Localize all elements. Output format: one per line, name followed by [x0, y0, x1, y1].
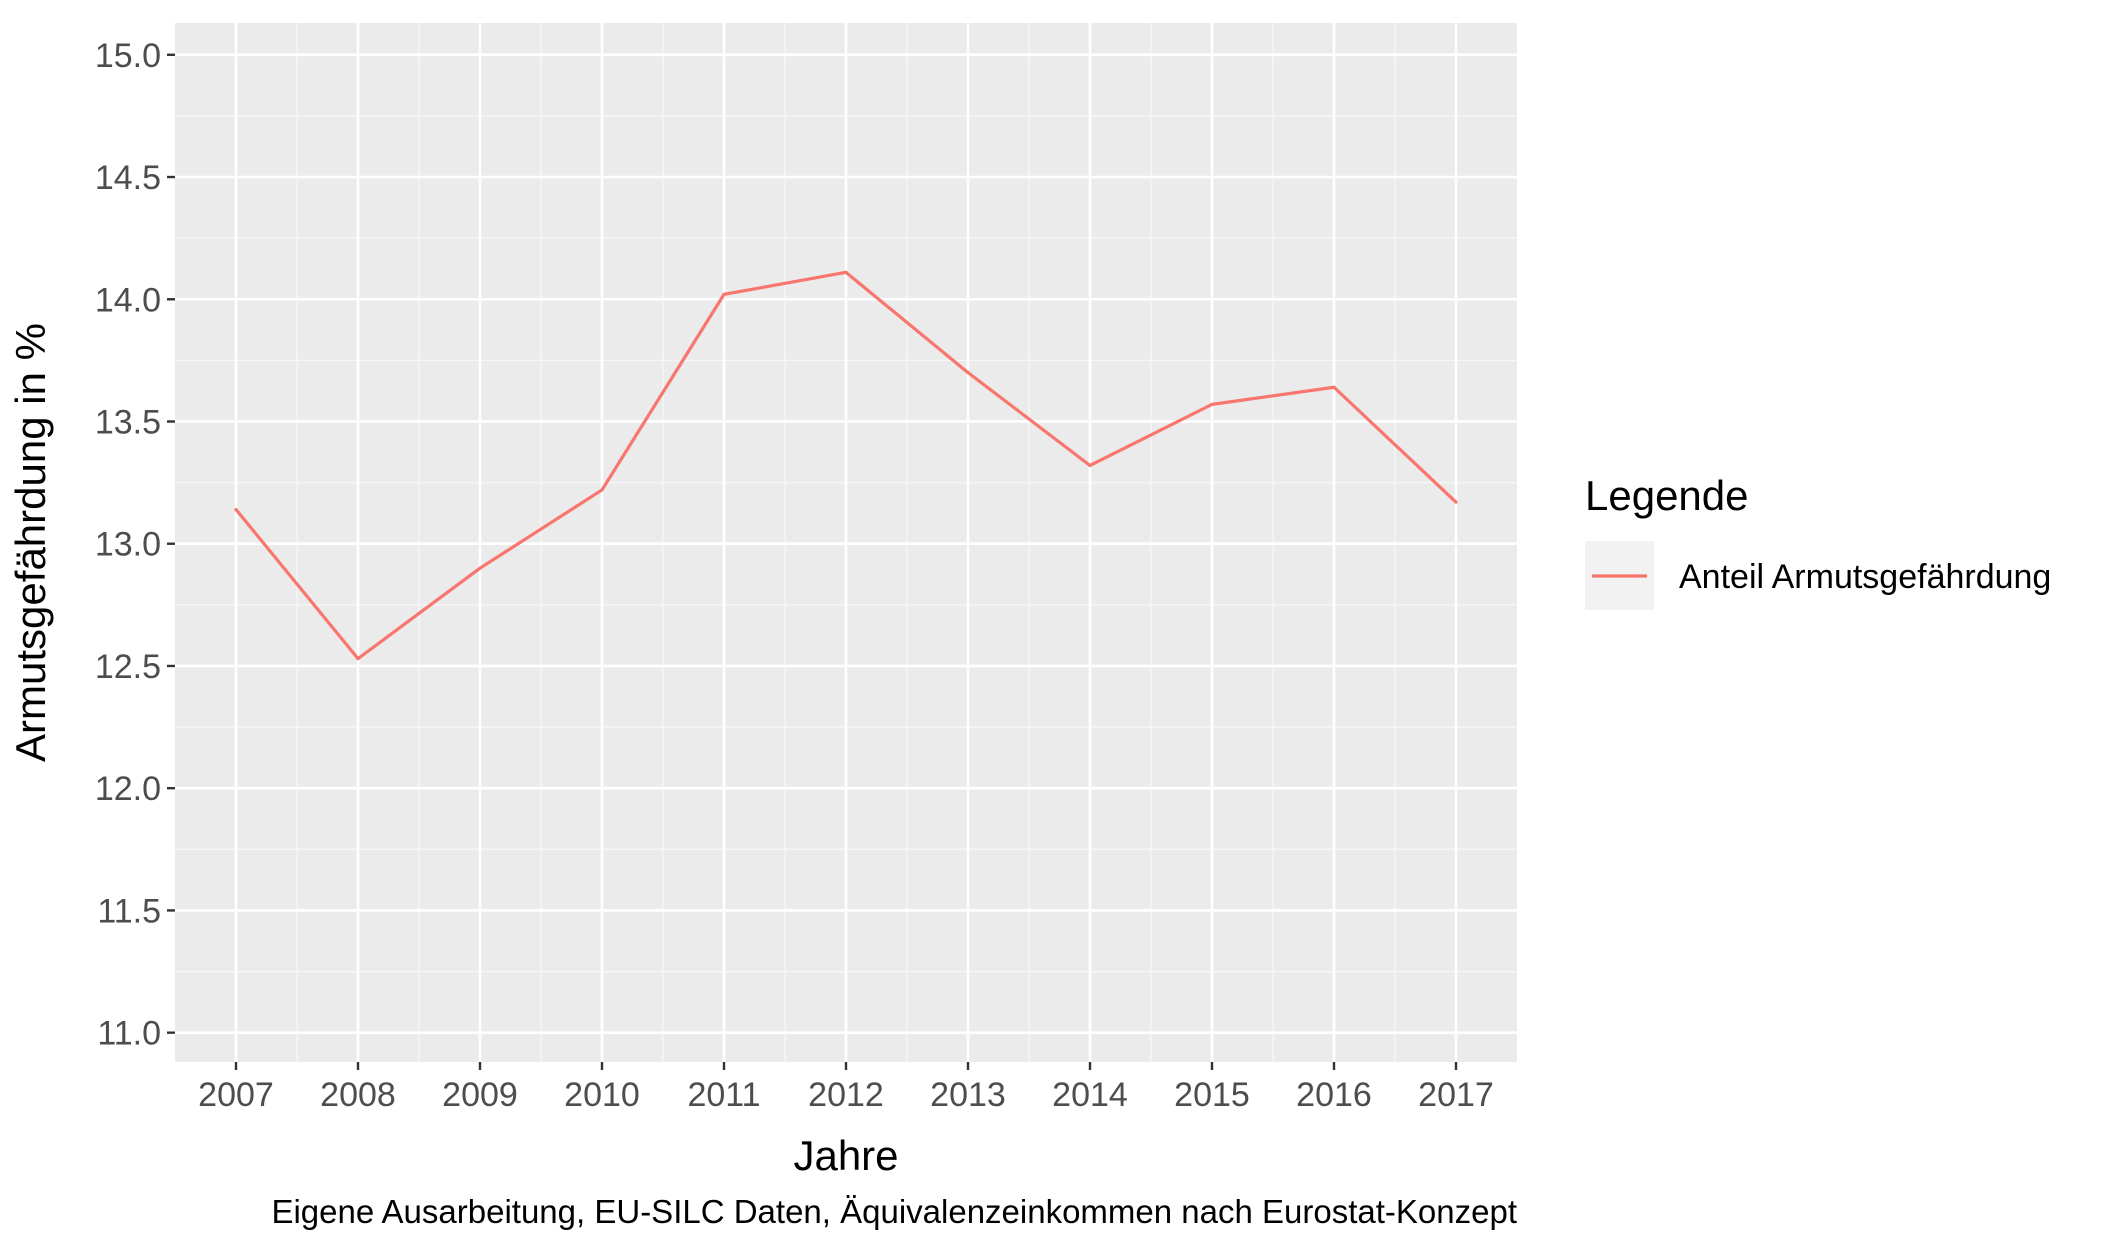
series-layer [234, 270, 1458, 661]
x-tick-label: 2013 [930, 1076, 1006, 1114]
x-tick-label: 2009 [442, 1076, 518, 1114]
x-tick-label: 2016 [1296, 1076, 1372, 1114]
y-tick-label: 14.0 [95, 281, 161, 319]
y-tick-label: 11.5 [97, 892, 161, 930]
x-tick-label: 2010 [564, 1076, 640, 1114]
x-tick-label: 2007 [198, 1076, 274, 1114]
x-tick-label: 2014 [1052, 1076, 1128, 1114]
y-tick-label: 15.0 [95, 37, 161, 75]
y-tick-label: 13.0 [95, 526, 161, 564]
x-tick-label: 2015 [1174, 1076, 1250, 1114]
y-tick-label: 13.5 [95, 403, 161, 441]
series-point [966, 370, 970, 375]
y-tick-label: 14.5 [95, 159, 161, 197]
legend: Legende Anteil Armutsgefährdung [1585, 472, 2051, 610]
series-point [478, 566, 482, 570]
x-axis-ticks: 2007 2008 2009 2010 2011 2012 2013 2014 2015 2016… [198, 1062, 1494, 1114]
series-point [356, 657, 360, 661]
series-point [1210, 402, 1214, 406]
series-point [600, 488, 604, 492]
series-point [1454, 500, 1458, 504]
y-tick-label: 12.5 [95, 648, 161, 686]
legend-label: Anteil Armutsgefährdung [1679, 558, 2051, 596]
series-point [722, 292, 726, 296]
chart-caption: Eigene Ausarbeitung, EU-SILC Daten, Äqui… [271, 1193, 1517, 1230]
series-point [234, 507, 238, 512]
y-axis-ticks: 11.0 11.5 12.0 12.5 13.0 13.5 14.0 14.5 15.0 [95, 37, 175, 1053]
y-axis-title: Armutsgefährdung in % [7, 323, 54, 762]
y-tick-label: 12.0 [95, 770, 161, 808]
major-gridlines [175, 23, 1517, 1062]
x-tick-label: 2012 [808, 1076, 884, 1114]
legend-title: Legende [1585, 472, 1749, 519]
x-tick-label: 2011 [687, 1076, 760, 1114]
x-tick-label: 2008 [320, 1076, 396, 1114]
series-point [1332, 385, 1336, 389]
series-point [1088, 463, 1092, 468]
x-tick-label: 2017 [1418, 1076, 1494, 1114]
y-tick-label: 11.0 [97, 1015, 161, 1053]
series-point [844, 270, 848, 274]
x-axis-title: Jahre [793, 1132, 898, 1179]
